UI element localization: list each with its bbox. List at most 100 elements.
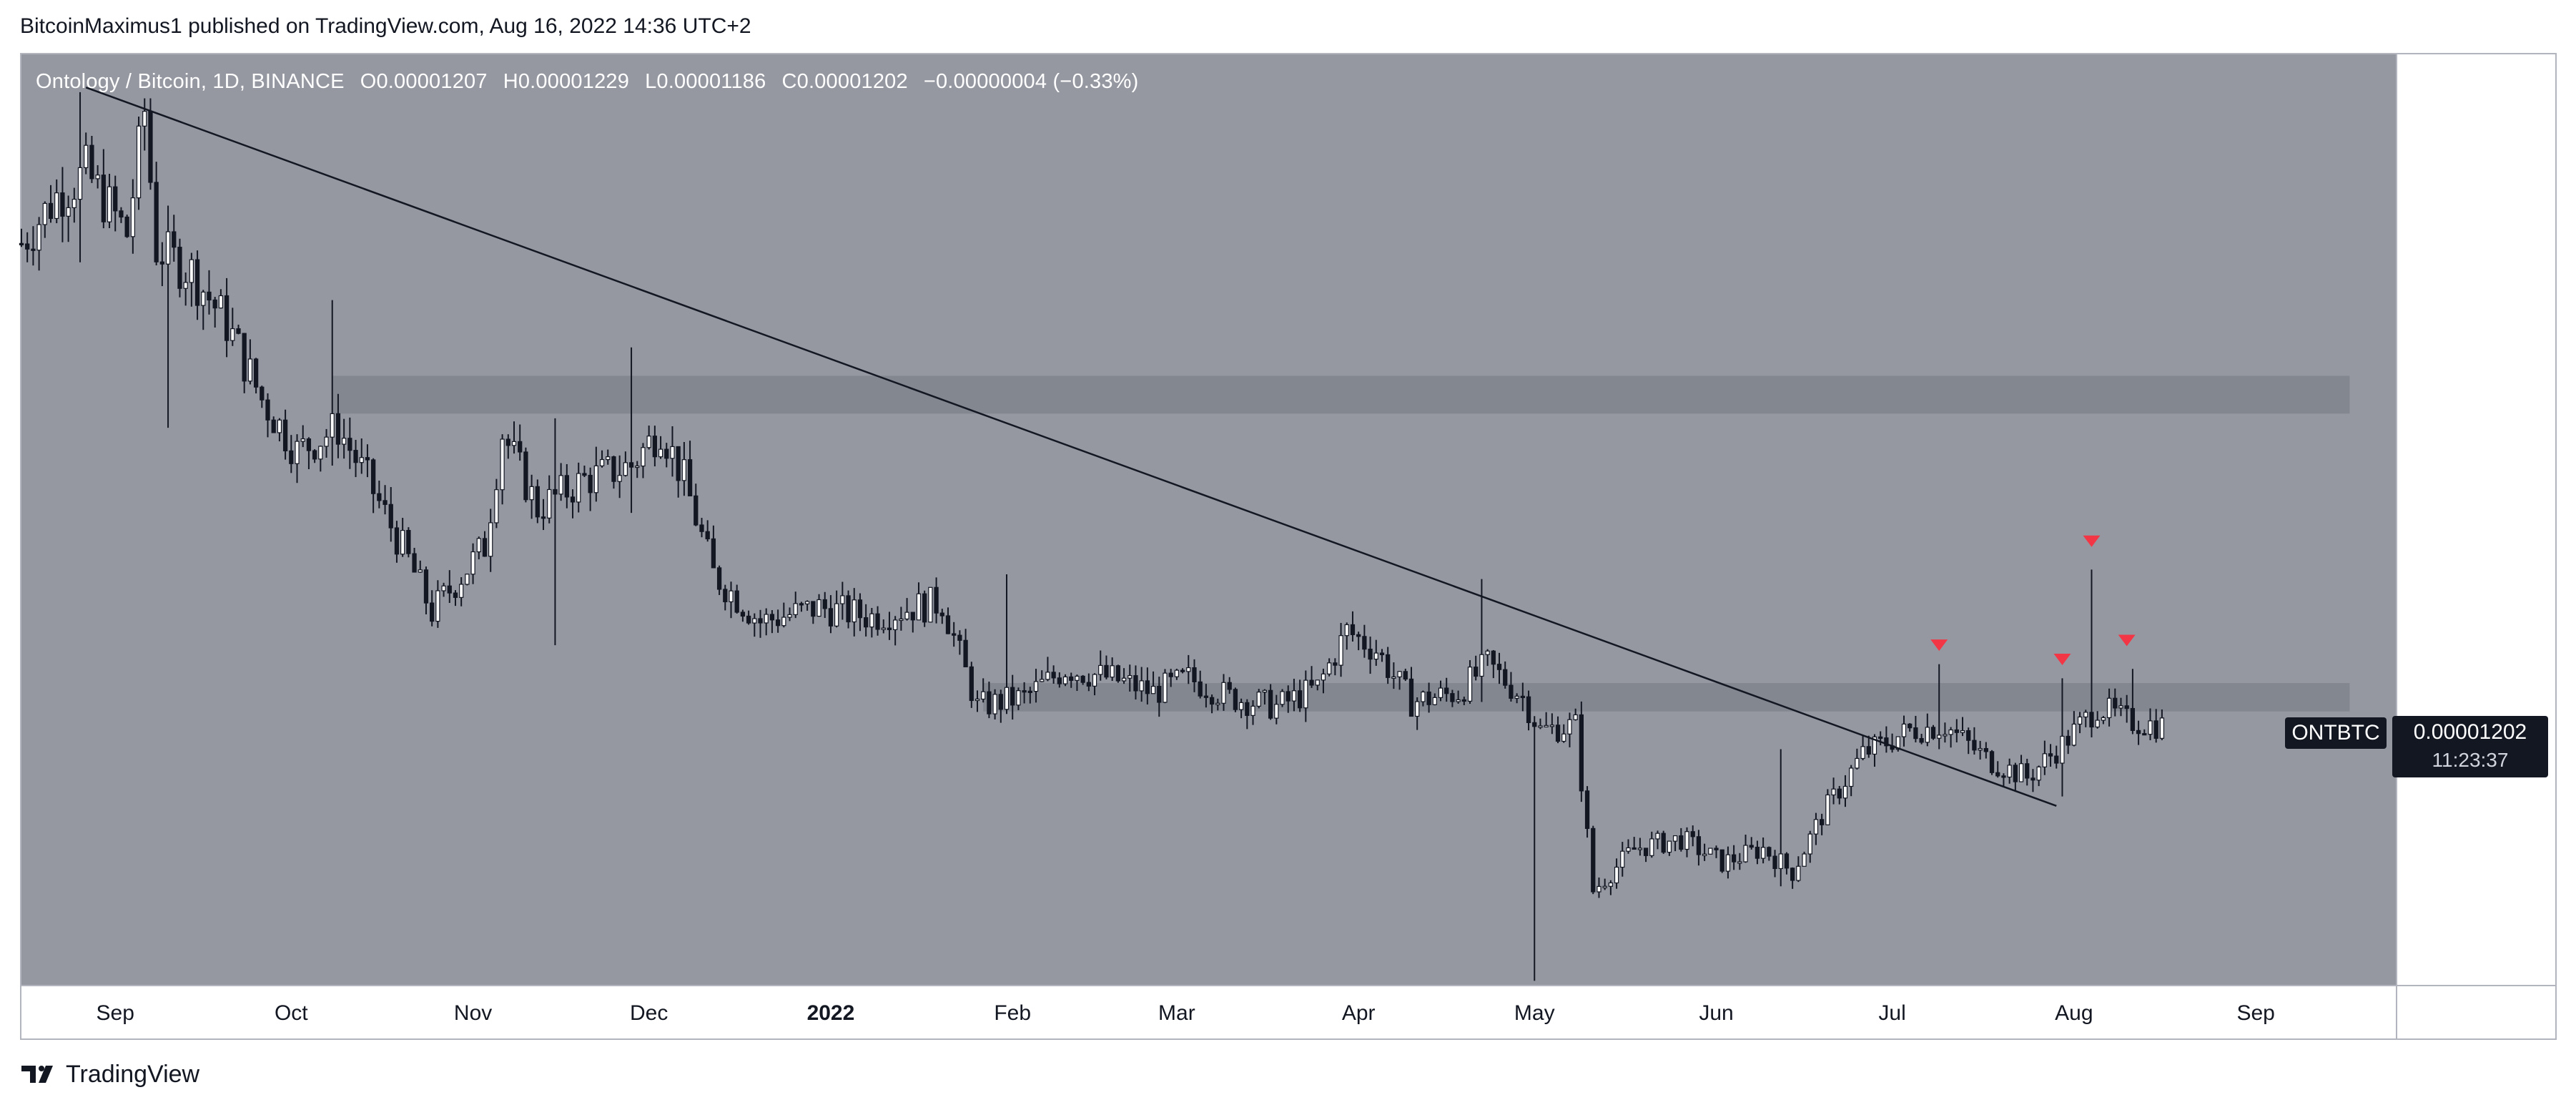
candle-body xyxy=(1080,675,1085,683)
candle-body xyxy=(1632,847,1637,850)
candle-body xyxy=(857,599,863,619)
candle-body xyxy=(1532,722,1537,727)
candle-body xyxy=(1338,635,1343,666)
candle-body xyxy=(1268,689,1273,719)
candle-body xyxy=(1620,850,1625,868)
candle-body xyxy=(846,595,851,623)
candle-body xyxy=(1667,840,1672,853)
candle-body xyxy=(1356,634,1361,637)
candle-body xyxy=(716,567,722,590)
candle-body xyxy=(2113,697,2118,709)
candle-body xyxy=(312,450,317,460)
candle-body xyxy=(1321,673,1326,681)
time-tick-label: Feb xyxy=(994,1001,1031,1025)
candle-body xyxy=(465,574,470,585)
candle-body xyxy=(916,593,922,621)
candle-body xyxy=(1450,693,1455,702)
footer-brand: TradingView xyxy=(66,1060,200,1088)
candle-body xyxy=(1327,662,1332,674)
candle-body xyxy=(1444,687,1449,694)
candles xyxy=(19,92,2165,981)
candle-body xyxy=(746,615,751,624)
candle-body xyxy=(1661,832,1666,853)
candle-body xyxy=(236,328,241,334)
candle-body xyxy=(799,603,804,606)
legend-low: 0.00001186 xyxy=(656,70,766,93)
candle-body xyxy=(1714,848,1719,850)
candle-body xyxy=(418,569,423,573)
candle-body xyxy=(1995,772,2000,777)
candle-body xyxy=(1655,832,1660,840)
candle-body xyxy=(939,612,944,617)
candle-body xyxy=(224,295,230,341)
candle-body xyxy=(1725,854,1731,872)
candle-body xyxy=(1379,652,1385,656)
candle-body xyxy=(2077,716,2083,725)
candle-body xyxy=(447,585,452,594)
candle-body xyxy=(1855,757,1860,769)
candle-body xyxy=(412,553,417,573)
candle-body xyxy=(1004,687,1010,710)
candle-body xyxy=(1509,684,1514,699)
candle-body xyxy=(1555,725,1561,742)
candle-body xyxy=(1796,865,1801,881)
candle-body xyxy=(2153,720,2158,739)
rejection-marker xyxy=(2118,634,2136,647)
candle-body xyxy=(476,538,481,553)
candle-body xyxy=(1245,702,1250,716)
candle-body xyxy=(1233,689,1238,710)
candle-body xyxy=(811,601,816,617)
candle-body xyxy=(1579,714,1584,792)
candle-body xyxy=(1989,751,1995,773)
candle-body xyxy=(952,633,957,636)
tradingview-footer[interactable]: TradingView xyxy=(20,1060,199,1089)
candle-body xyxy=(1150,686,1156,694)
candle-body xyxy=(271,419,276,433)
candle-body xyxy=(535,486,540,518)
candle-body xyxy=(1280,691,1285,705)
candle-body xyxy=(670,446,675,459)
candle-body xyxy=(729,590,734,603)
candle-body xyxy=(775,619,781,627)
candle-body xyxy=(2142,733,2147,736)
candle-body xyxy=(148,111,153,183)
candle-body xyxy=(1238,702,1244,710)
candle-body xyxy=(687,459,693,496)
candle-body xyxy=(992,694,997,714)
time-tick-label: Oct xyxy=(275,1001,308,1025)
candle-body xyxy=(1708,848,1713,855)
candle-body xyxy=(1937,735,1942,739)
chart-legend: Ontology / Bitcoin, 1D, BINANCE O0.000012… xyxy=(36,70,1139,94)
candle-body xyxy=(2066,735,2071,746)
candle-body xyxy=(922,593,927,623)
candle-body xyxy=(1878,736,1883,739)
time-tick-label: Apr xyxy=(1342,1001,1376,1025)
candle-body xyxy=(295,441,300,464)
candle-body xyxy=(1415,701,1420,717)
candle-body xyxy=(1033,681,1039,692)
candle-body xyxy=(1133,675,1138,692)
candle-body xyxy=(1098,664,1103,675)
candle-body xyxy=(66,207,71,217)
candle-body xyxy=(101,175,106,222)
candle-body xyxy=(582,473,587,476)
candle-body xyxy=(441,585,446,591)
candle-body xyxy=(1010,687,1015,706)
candle-body xyxy=(1092,674,1097,687)
candle-body xyxy=(1315,679,1320,686)
candle-body xyxy=(646,436,651,448)
candle-body xyxy=(1309,679,1314,686)
candle-body xyxy=(430,602,435,622)
candle-body xyxy=(1403,671,1408,680)
candle-body xyxy=(1391,676,1396,679)
candle-body xyxy=(752,618,757,624)
time-tick-label: Sep xyxy=(2236,1001,2274,1025)
candle-body xyxy=(1467,667,1473,702)
candle-body xyxy=(1561,733,1566,742)
time-tick-label: Jul xyxy=(1878,1001,1905,1025)
candle-body xyxy=(1626,847,1631,852)
candle-body xyxy=(42,202,47,225)
legend-open-label: O xyxy=(360,70,377,93)
candle-body xyxy=(2118,705,2123,709)
